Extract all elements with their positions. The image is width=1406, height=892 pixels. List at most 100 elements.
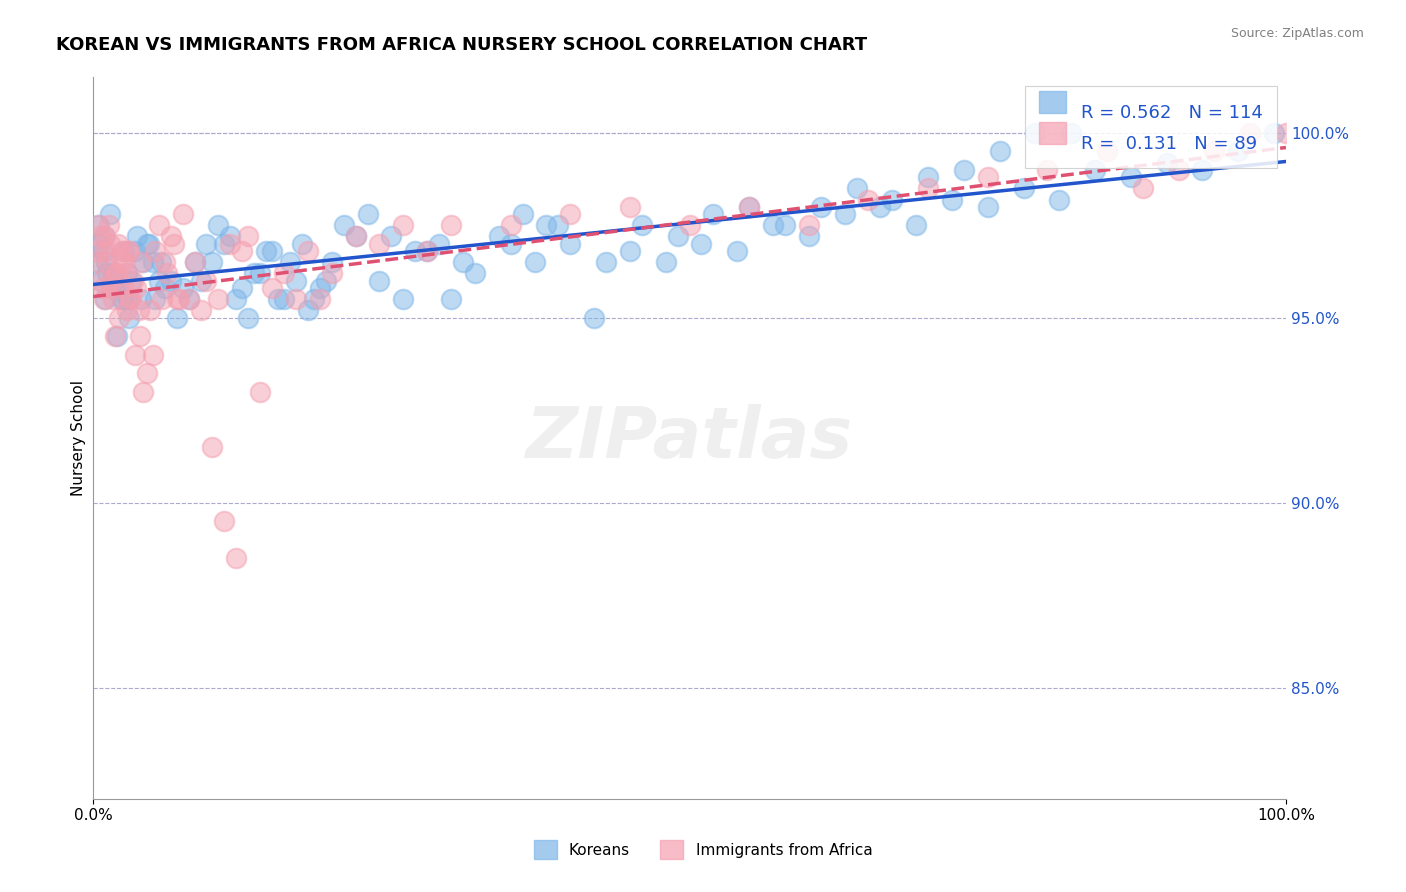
Point: [98, 207, 121, 221]
Point: [1239, 126, 1261, 140]
Point: [111, 281, 134, 295]
Point: [1204, 145, 1226, 159]
Point: [666, 229, 689, 244]
Point: [267, 293, 290, 307]
Point: [243, 267, 266, 281]
Point: [120, 274, 142, 288]
Point: [321, 267, 343, 281]
Point: [153, 255, 176, 269]
Point: [536, 219, 558, 233]
Point: [941, 193, 963, 207]
Point: [142, 255, 165, 269]
Point: [499, 236, 522, 251]
Y-axis label: Nursery School: Nursery School: [72, 380, 86, 496]
Point: [1132, 181, 1154, 195]
Point: [112, 255, 135, 269]
Point: [183, 255, 205, 269]
Point: [91, 281, 114, 295]
Point: [183, 255, 205, 269]
Point: [104, 267, 127, 281]
Legend: Koreans, Immigrants from Africa: Koreans, Immigrants from Africa: [526, 832, 880, 866]
Point: [114, 267, 136, 281]
Point: [107, 281, 129, 295]
Point: [690, 236, 713, 251]
Point: [110, 255, 132, 269]
Point: [103, 293, 125, 307]
Point: [163, 236, 186, 251]
Point: [238, 310, 260, 325]
Point: [619, 244, 641, 259]
Point: [111, 293, 134, 307]
Point: [523, 255, 546, 269]
Point: [905, 219, 928, 233]
Point: [148, 274, 170, 288]
Point: [427, 236, 450, 251]
Point: [332, 219, 354, 233]
Point: [117, 293, 139, 307]
Point: [214, 514, 236, 528]
Point: [120, 293, 142, 307]
Point: [595, 255, 617, 269]
Point: [356, 207, 378, 221]
Point: [1024, 126, 1046, 140]
Point: [150, 255, 173, 269]
Point: [96, 255, 118, 269]
Point: [404, 244, 426, 259]
Point: [488, 229, 510, 244]
Point: [284, 274, 307, 288]
Point: [773, 219, 796, 233]
Point: [249, 267, 271, 281]
Point: [127, 229, 149, 244]
Point: [392, 293, 415, 307]
Point: [166, 310, 188, 325]
Point: [167, 293, 190, 307]
Point: [1263, 126, 1285, 140]
Point: [207, 219, 229, 233]
Point: [121, 274, 143, 288]
Point: [1275, 126, 1298, 140]
Point: [315, 274, 337, 288]
Point: [129, 293, 152, 307]
Point: [464, 267, 486, 281]
Point: [797, 219, 820, 233]
Point: [1095, 145, 1118, 159]
Point: [135, 367, 157, 381]
Point: [195, 236, 218, 251]
Point: [440, 219, 463, 233]
Point: [108, 310, 131, 325]
Point: [159, 274, 181, 288]
Point: [1119, 170, 1142, 185]
Point: [1084, 162, 1107, 177]
Point: [105, 267, 128, 281]
Point: [101, 281, 124, 295]
Point: [143, 244, 166, 259]
Point: [104, 274, 127, 288]
Point: [96, 244, 118, 259]
Point: [110, 293, 132, 307]
Point: [254, 244, 277, 259]
Point: [583, 310, 606, 325]
Text: Source: ZipAtlas.com: Source: ZipAtlas.com: [1230, 27, 1364, 40]
Point: [284, 293, 307, 307]
Point: [172, 281, 194, 295]
Point: [128, 303, 150, 318]
Point: [560, 207, 582, 221]
Point: [273, 293, 295, 307]
Point: [100, 274, 122, 288]
Point: [87, 219, 110, 233]
Point: [148, 219, 170, 233]
Point: [278, 255, 301, 269]
Point: [1156, 155, 1178, 169]
Point: [262, 281, 284, 295]
Point: [308, 293, 330, 307]
Point: [117, 244, 139, 259]
Text: KOREAN VS IMMIGRANTS FROM AFRICA NURSERY SCHOOL CORRELATION CHART: KOREAN VS IMMIGRANTS FROM AFRICA NURSERY…: [56, 36, 868, 54]
Point: [762, 219, 785, 233]
Point: [1036, 162, 1059, 177]
Point: [1227, 145, 1250, 159]
Point: [142, 348, 165, 362]
Point: [177, 293, 200, 307]
Point: [238, 229, 260, 244]
Point: [128, 329, 150, 343]
Point: [725, 244, 748, 259]
